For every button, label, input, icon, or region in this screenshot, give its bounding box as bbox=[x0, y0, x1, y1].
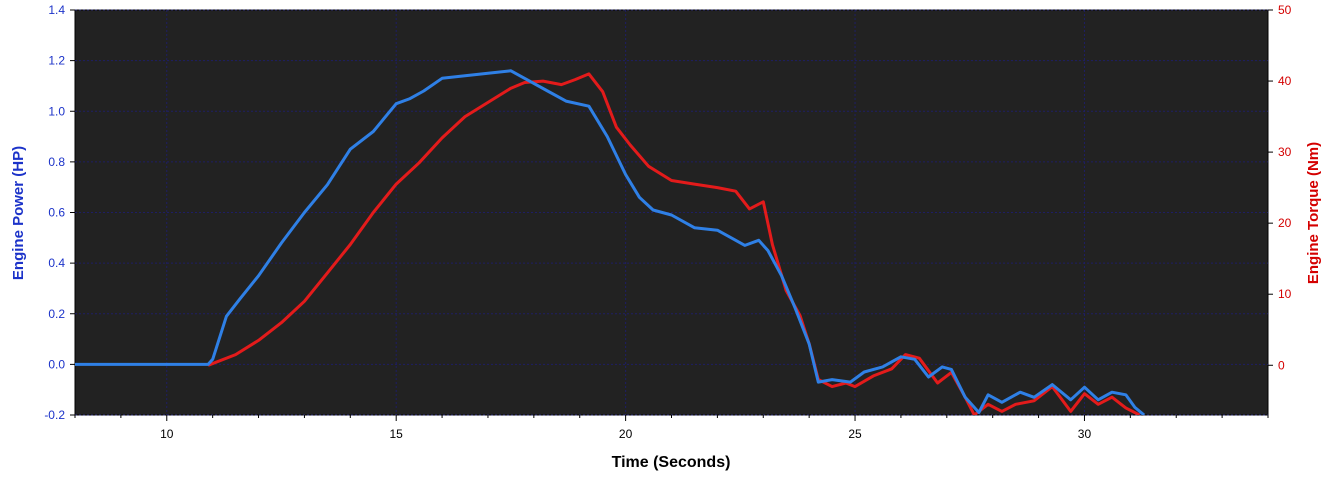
x-tick-label: 30 bbox=[1078, 427, 1092, 441]
y-axis-left-title: Engine Power (HP) bbox=[10, 146, 27, 280]
engine-torque-line bbox=[207, 72, 1141, 415]
x-tick-label: 10 bbox=[160, 427, 174, 441]
y2-tick-label: 0 bbox=[1278, 358, 1285, 372]
y2-tick-label: 30 bbox=[1278, 145, 1292, 159]
y-tick-label: 0.6 bbox=[48, 206, 65, 220]
y-tick-label: 1.2 bbox=[48, 54, 65, 68]
x-tick-label: 15 bbox=[390, 427, 404, 441]
y-tick-label: 1.0 bbox=[48, 104, 65, 118]
y2-tick-label: 40 bbox=[1278, 74, 1292, 88]
y-axis-right: 0 10 20 30 40 50 bbox=[1268, 3, 1292, 372]
y-axis-left: -0.2 0.0 0.2 0.4 0.6 0.8 1.0 1.2 1.4 bbox=[44, 3, 75, 422]
x-axis-title: Time (Seconds) bbox=[612, 454, 731, 471]
y2-tick-label: 50 bbox=[1278, 3, 1292, 17]
y2-tick-label: 10 bbox=[1278, 287, 1292, 301]
x-tick-label: 20 bbox=[619, 427, 633, 441]
engine-power-line bbox=[75, 69, 1146, 415]
x-axis: 10 15 20 25 30 bbox=[74, 415, 1269, 441]
y2-tick-label: 20 bbox=[1278, 216, 1292, 230]
y-tick-label: 0.4 bbox=[48, 256, 65, 270]
y-tick-label: 0.0 bbox=[48, 357, 65, 371]
series-lines bbox=[75, 69, 1146, 415]
y-tick-label: 1.4 bbox=[48, 3, 65, 17]
x-tick-label: 25 bbox=[848, 427, 862, 441]
y-tick-label: -0.2 bbox=[44, 408, 65, 422]
y-tick-label: 0.8 bbox=[48, 155, 65, 169]
y-tick-label: 0.2 bbox=[48, 307, 65, 321]
y-axis-right-title: Engine Torque (Nm) bbox=[1305, 142, 1322, 284]
